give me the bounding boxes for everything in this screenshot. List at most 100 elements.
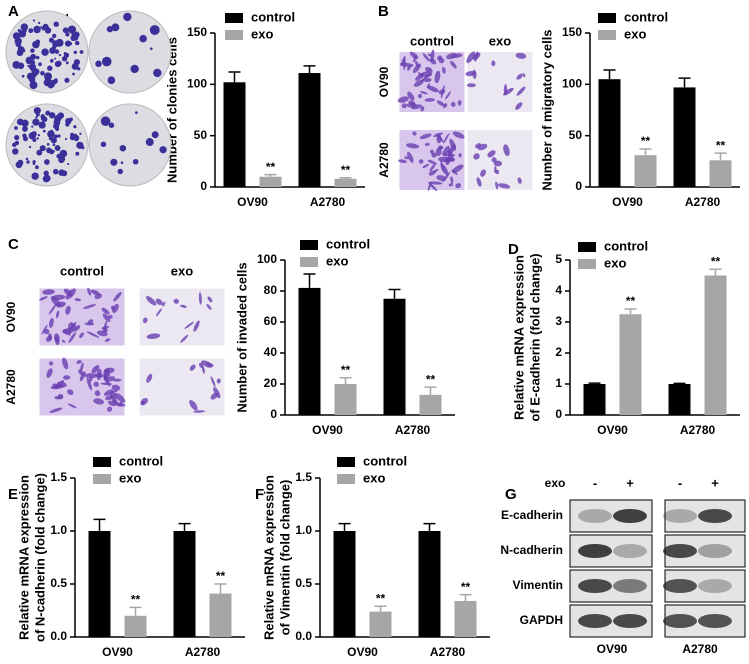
x-tick-label: A2780 [310, 195, 346, 209]
cell [495, 169, 500, 175]
colony [43, 170, 49, 176]
colony [45, 110, 51, 116]
photo [39, 287, 125, 346]
cell [206, 362, 214, 367]
cell [450, 176, 454, 184]
y-tick-label: 80 [264, 283, 278, 297]
panel-letter: E [8, 486, 18, 503]
cell [429, 163, 436, 172]
cell [90, 289, 100, 296]
legend-label: control [326, 236, 370, 251]
colony [14, 126, 18, 130]
colony [74, 40, 80, 46]
cell [503, 84, 508, 96]
colony [49, 149, 55, 155]
band [663, 544, 697, 558]
error-bar [714, 152, 727, 161]
cell [46, 368, 53, 378]
cell [104, 389, 114, 396]
colony [149, 25, 160, 35]
colony [95, 60, 102, 68]
cell [62, 357, 69, 370]
bar [418, 531, 441, 637]
cell [515, 52, 527, 59]
cell [473, 153, 480, 160]
cell [93, 398, 105, 405]
band [613, 579, 647, 593]
cell [63, 288, 73, 297]
cell [189, 400, 198, 411]
cell [447, 144, 456, 157]
y-tick-label: 0 [555, 407, 562, 421]
error-bar [339, 377, 352, 384]
legend-label: exo [326, 253, 348, 268]
significance: ** [711, 254, 721, 268]
photo-column-label: exo [489, 33, 511, 48]
bar [598, 79, 621, 187]
colony [54, 49, 60, 54]
colony [17, 38, 22, 42]
cell [103, 369, 107, 377]
group-label: A2780 [682, 642, 718, 656]
cell [452, 131, 465, 139]
cell [429, 58, 437, 65]
colony [70, 132, 75, 137]
photo [5, 103, 89, 187]
colony [48, 37, 54, 43]
cell [466, 83, 476, 88]
colony [145, 138, 154, 147]
cell [409, 51, 419, 60]
colony [41, 27, 45, 31]
bar [668, 384, 691, 415]
cell [51, 294, 66, 301]
colony [40, 26, 43, 29]
band [578, 509, 612, 523]
group-label: OV90 [597, 642, 628, 656]
cell [210, 376, 216, 388]
y-axis-label: of E-cadherin (fold change) [527, 253, 542, 421]
colony [117, 168, 123, 175]
colony [120, 161, 124, 164]
legend-label: control [604, 238, 648, 253]
colony [41, 116, 48, 123]
cell [437, 146, 444, 150]
y-tick-label: 3 [555, 314, 562, 328]
protein-label: E-cadherin [501, 508, 563, 522]
colony [130, 64, 139, 74]
cell [419, 133, 432, 140]
colony [71, 62, 79, 70]
error-bar [303, 273, 316, 288]
photo [139, 288, 225, 346]
cell [491, 60, 496, 67]
colony [59, 149, 68, 158]
colony [107, 76, 116, 85]
colony [73, 125, 77, 129]
panel-letter: D [508, 241, 519, 258]
colony [53, 21, 59, 27]
colony [30, 53, 37, 60]
cell [427, 53, 433, 57]
significance: ** [461, 580, 471, 594]
colony [110, 158, 118, 166]
x-tick-label: A2780 [685, 195, 721, 209]
cell [146, 296, 157, 306]
cell [87, 287, 92, 296]
colony [42, 129, 46, 133]
panel-letter: B [378, 3, 389, 20]
colony [45, 53, 48, 56]
colony [53, 134, 58, 139]
cell [413, 79, 424, 87]
cell [420, 73, 431, 82]
legend-swatch [578, 242, 596, 252]
colony [39, 145, 46, 152]
colony [38, 62, 42, 67]
colony [111, 23, 120, 32]
colony [33, 107, 41, 115]
y-tick-label: 40 [264, 345, 278, 359]
colony [12, 60, 21, 69]
cell [201, 365, 205, 374]
photo [465, 51, 533, 112]
cell [472, 69, 477, 79]
cell [417, 93, 423, 99]
legend-swatch [225, 13, 243, 23]
